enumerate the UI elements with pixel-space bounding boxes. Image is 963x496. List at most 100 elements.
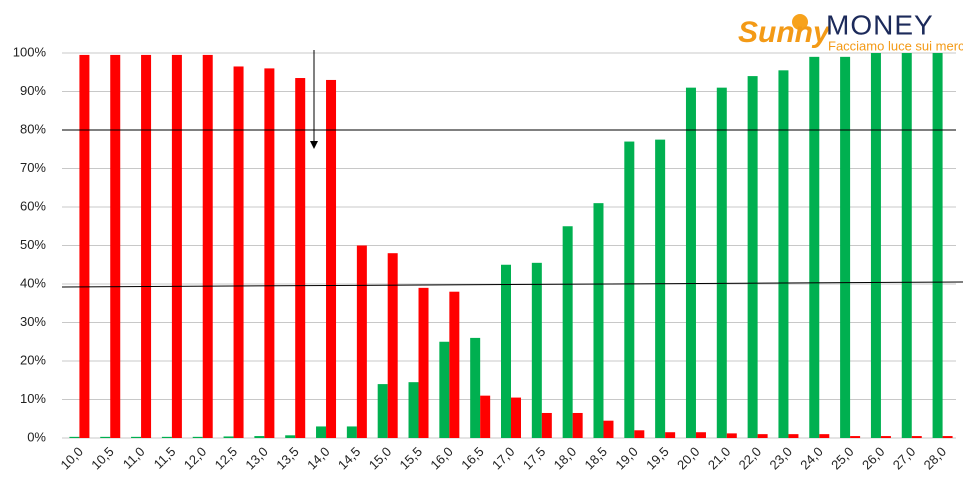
bar xyxy=(223,436,234,438)
bars xyxy=(69,53,953,439)
bar xyxy=(418,287,429,438)
x-tick-label: 13,0 xyxy=(242,444,271,473)
bar xyxy=(316,426,327,438)
bar xyxy=(942,436,953,438)
x-tick-label: 18,5 xyxy=(582,444,611,473)
logo-name: MONEY xyxy=(826,9,934,40)
x-tick-label: 16,0 xyxy=(427,444,456,473)
bar xyxy=(171,54,182,439)
bar xyxy=(634,430,645,438)
bar xyxy=(295,78,306,439)
bar xyxy=(572,412,583,438)
bar xyxy=(202,54,213,439)
bar xyxy=(685,87,696,439)
bar xyxy=(911,436,922,438)
arrow-head xyxy=(310,141,318,149)
x-tick-label: 11,0 xyxy=(120,444,148,472)
bar xyxy=(880,436,891,438)
x-tick-label: 10,0 xyxy=(57,444,86,473)
bar xyxy=(809,56,820,438)
y-tick-label: 70% xyxy=(20,160,46,175)
bar xyxy=(100,436,111,438)
x-tick-label: 27,0 xyxy=(890,444,919,473)
x-tick-label: 19,0 xyxy=(612,444,641,473)
bar xyxy=(819,434,830,438)
x-tick-label: 15,5 xyxy=(397,444,426,473)
bar xyxy=(161,436,172,438)
x-tick-label: 10,5 xyxy=(88,444,117,473)
bar xyxy=(192,436,203,438)
y-tick-label: 80% xyxy=(20,121,46,136)
y-tick-label: 90% xyxy=(20,83,46,98)
bar xyxy=(716,87,727,439)
bar xyxy=(840,56,851,438)
bar xyxy=(778,70,789,438)
y-tick-label: 0% xyxy=(27,429,46,444)
x-tick-label: 20,0 xyxy=(674,444,703,473)
x-tick-label: 15,0 xyxy=(366,444,395,473)
logo: Sunny MONEY Facciamo luce sui mercati xyxy=(738,9,963,53)
bar xyxy=(233,66,244,438)
logo-brand: Sunny xyxy=(738,16,831,49)
bar xyxy=(346,426,357,438)
bar xyxy=(655,139,666,438)
x-tick-label: 28,0 xyxy=(921,444,950,473)
x-tick-label: 23,0 xyxy=(766,444,795,473)
bar xyxy=(356,245,367,438)
bar xyxy=(264,68,275,439)
y-tick-label: 40% xyxy=(20,275,46,290)
bar xyxy=(439,341,450,438)
x-tick-label: 22,0 xyxy=(736,444,765,473)
x-tick-label: 14,0 xyxy=(304,444,333,473)
x-tick-label: 13,5 xyxy=(273,444,302,473)
y-tick-label: 30% xyxy=(20,314,46,329)
bar xyxy=(665,432,676,438)
y-tick-label: 60% xyxy=(20,198,46,213)
x-tick-label: 21,0 xyxy=(705,444,734,473)
y-tick-label: 10% xyxy=(20,391,46,406)
bar xyxy=(624,141,635,439)
y-tick-label: 100% xyxy=(13,44,47,59)
x-tick-label: 19,5 xyxy=(643,444,672,473)
bar xyxy=(603,420,614,438)
bar xyxy=(254,436,265,438)
bar xyxy=(593,203,604,438)
bar xyxy=(79,54,90,439)
bar xyxy=(480,395,491,438)
bar xyxy=(726,433,737,438)
x-tick-label: 16,5 xyxy=(458,444,487,473)
x-tick-label: 12,5 xyxy=(212,444,241,473)
x-tick-label: 14,5 xyxy=(335,444,364,473)
logo-sun xyxy=(792,14,808,30)
bar xyxy=(326,79,337,438)
bar xyxy=(69,436,80,438)
bar xyxy=(387,253,398,438)
x-tick-label: 12,0 xyxy=(181,444,210,473)
trend-line xyxy=(61,281,963,288)
bar xyxy=(695,432,706,438)
bar xyxy=(932,53,943,438)
bar xyxy=(531,262,542,438)
bar xyxy=(110,54,121,439)
x-tick-label: 24,0 xyxy=(797,444,826,473)
bar xyxy=(850,436,861,438)
bar xyxy=(131,436,142,438)
bar xyxy=(562,226,573,438)
y-tick-label: 20% xyxy=(20,352,46,367)
x-tick-label: 17,0 xyxy=(489,444,518,473)
bar xyxy=(511,397,521,438)
y-tick-label: 50% xyxy=(20,237,46,252)
bar xyxy=(747,76,758,438)
bar xyxy=(408,382,419,438)
x-tick-label: 26,0 xyxy=(859,444,888,473)
x-tick-label: 11,5 xyxy=(151,444,179,472)
logo-tagline: Facciamo luce sui mercati xyxy=(828,38,963,53)
bar xyxy=(285,435,296,438)
bar xyxy=(757,434,768,438)
bar xyxy=(541,412,552,438)
bar xyxy=(141,54,152,439)
x-tick-label: 25,0 xyxy=(828,444,857,473)
bar xyxy=(377,384,388,438)
x-tick-label: 17,5 xyxy=(520,444,549,473)
